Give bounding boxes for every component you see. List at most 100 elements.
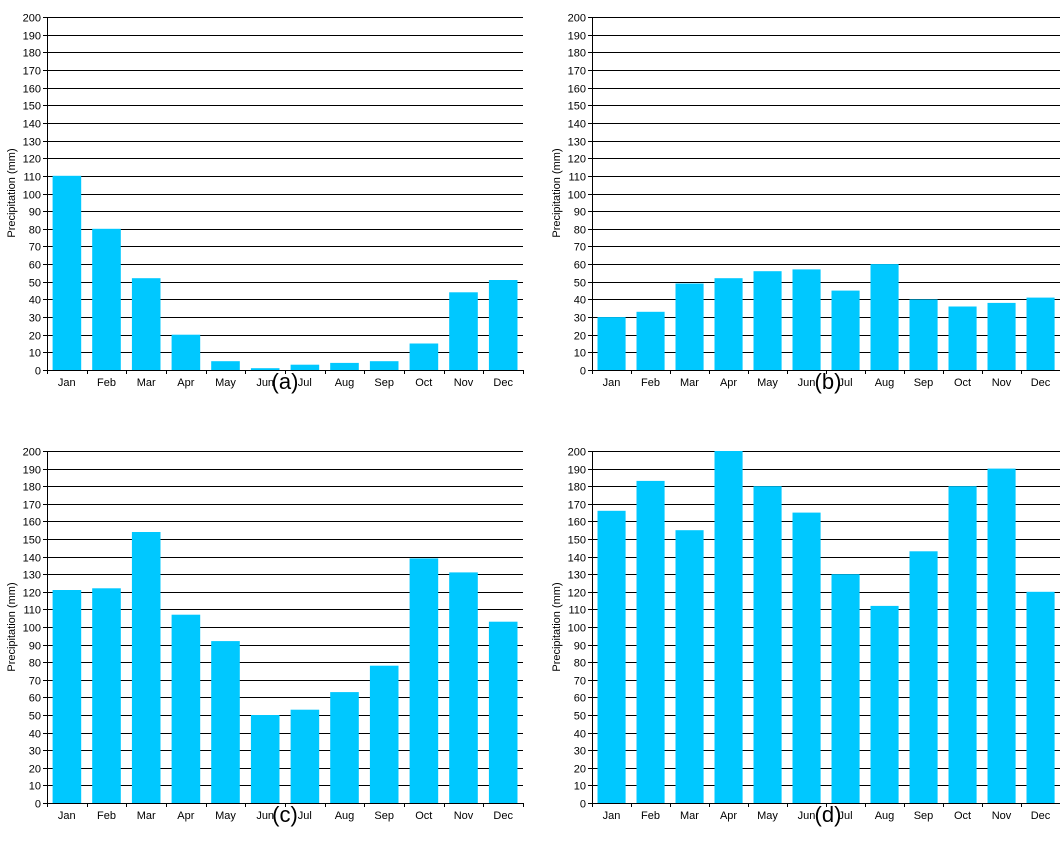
y-tick-label: 20 — [574, 331, 586, 343]
y-tick-label: 150 — [23, 101, 41, 113]
bar-apr — [714, 451, 743, 803]
bar-jan — [597, 510, 626, 803]
y-tick-label: 80 — [574, 225, 586, 237]
y-tick-label: 200 — [23, 13, 41, 25]
y-tick-label: 130 — [23, 570, 41, 582]
x-tick-label: Jan — [58, 377, 76, 389]
y-tick-label: 170 — [568, 500, 586, 512]
y-tick-label: 180 — [23, 48, 41, 60]
x-tick-label: Jul — [838, 377, 852, 389]
y-tick-label: 80 — [574, 658, 586, 670]
y-tick-label: 120 — [23, 588, 41, 600]
y-tick-label: 100 — [568, 190, 586, 202]
y-tick-label: 40 — [29, 729, 41, 741]
y-tick-label: 20 — [574, 764, 586, 776]
bar-nov — [449, 572, 478, 803]
y-tick-label: 20 — [29, 764, 41, 776]
x-tick-label: Oct — [954, 810, 971, 822]
x-tick-label: Feb — [97, 377, 116, 389]
panel-label: (c) — [272, 802, 298, 827]
y-tick-label: 60 — [29, 693, 41, 705]
bar-aug — [870, 605, 899, 803]
bar-dec — [488, 621, 518, 803]
bar-jun — [250, 368, 280, 370]
y-tick-label: 180 — [23, 482, 41, 494]
x-tick-label: Apr — [720, 377, 737, 389]
y-tick-label: 190 — [23, 465, 41, 477]
x-tick-label: Mar — [680, 810, 699, 822]
y-tick-label: 120 — [568, 154, 586, 166]
x-tick-label: Apr — [177, 377, 194, 389]
y-tick-label: 160 — [568, 84, 586, 96]
bar-oct — [409, 343, 439, 370]
x-tick-label: Jun — [798, 377, 816, 389]
x-tick-label: Oct — [415, 377, 432, 389]
x-tick-label: Apr — [177, 810, 194, 822]
y-tick-label: 120 — [23, 154, 41, 166]
y-tick-label: 70 — [574, 242, 586, 254]
y-tick-label: 130 — [568, 137, 586, 149]
y-tick-label: 50 — [29, 278, 41, 290]
y-tick-label: 180 — [568, 48, 586, 60]
bar-nov — [987, 302, 1016, 370]
chart-panel-d: 0 10 20 30 40 50 60 70 80 90 100 110 120 130 140 150 160… — [551, 447, 1060, 827]
y-tick-label: 120 — [568, 588, 586, 600]
y-tick-label: 180 — [568, 482, 586, 494]
chart-panel-a: 0 10 20 30 40 50 60 70 80 90 100 110 120 130 140 150 160… — [6, 13, 524, 394]
bar-may — [211, 361, 240, 370]
bar-feb — [92, 228, 121, 370]
y-tick-label: 170 — [568, 66, 586, 78]
x-tick-label: Feb — [641, 377, 660, 389]
y-tick-label: 30 — [29, 746, 41, 758]
y-tick-label: 150 — [23, 535, 41, 547]
bar-feb — [636, 480, 665, 803]
x-tick-label: May — [215, 377, 236, 389]
y-tick-label: 100 — [23, 190, 41, 202]
y-tick-label: 10 — [574, 348, 586, 360]
bar-sep — [369, 361, 399, 370]
panel-label: (d) — [815, 802, 842, 827]
y-tick-label: 50 — [574, 278, 586, 290]
y-tick-label: 170 — [23, 500, 41, 512]
y-tick-label: 130 — [23, 137, 41, 149]
y-tick-label: 70 — [29, 676, 41, 688]
x-tick-label: Nov — [992, 377, 1012, 389]
bar-apr — [171, 614, 201, 803]
y-tick-label: 30 — [574, 313, 586, 325]
bar-jun — [250, 715, 280, 803]
y-tick-label: 160 — [568, 517, 586, 529]
y-tick-label: 70 — [574, 676, 586, 688]
bar-may — [753, 486, 782, 803]
bar-jan — [597, 317, 626, 370]
y-axis-label: Precipitation (mm) — [551, 582, 563, 671]
x-tick-label: Oct — [954, 377, 971, 389]
bar-may — [753, 271, 782, 370]
bar-dec — [1026, 297, 1055, 370]
y-tick-label: 140 — [568, 553, 586, 565]
x-tick-label: Nov — [454, 810, 474, 822]
chart-panel-b: 0 10 20 30 40 50 60 70 80 90 100 110 120 130 140 150 160… — [551, 13, 1060, 394]
y-tick-label: 80 — [29, 658, 41, 670]
x-tick-label: Sep — [374, 377, 394, 389]
x-tick-label: Dec — [493, 377, 513, 389]
bar-apr — [171, 334, 201, 370]
x-tick-label: Jan — [603, 377, 621, 389]
x-tick-label: Jan — [603, 810, 621, 822]
bar-aug — [330, 692, 359, 803]
y-tick-label: 150 — [568, 101, 586, 113]
y-tick-label: 140 — [23, 119, 41, 131]
y-tick-label: 150 — [568, 535, 586, 547]
bar-aug — [330, 362, 359, 370]
x-tick-label: Aug — [875, 810, 895, 822]
x-tick-label: Aug — [875, 377, 895, 389]
y-axis-label: Precipitation (mm) — [6, 582, 18, 671]
x-tick-label: Feb — [97, 810, 116, 822]
x-tick-label: Aug — [335, 810, 355, 822]
x-tick-label: Aug — [335, 377, 355, 389]
y-tick-label: 110 — [23, 172, 41, 184]
bar-nov — [987, 468, 1016, 803]
bar-jan — [52, 175, 82, 370]
x-tick-label: Feb — [641, 810, 660, 822]
y-tick-label: 200 — [23, 447, 41, 459]
